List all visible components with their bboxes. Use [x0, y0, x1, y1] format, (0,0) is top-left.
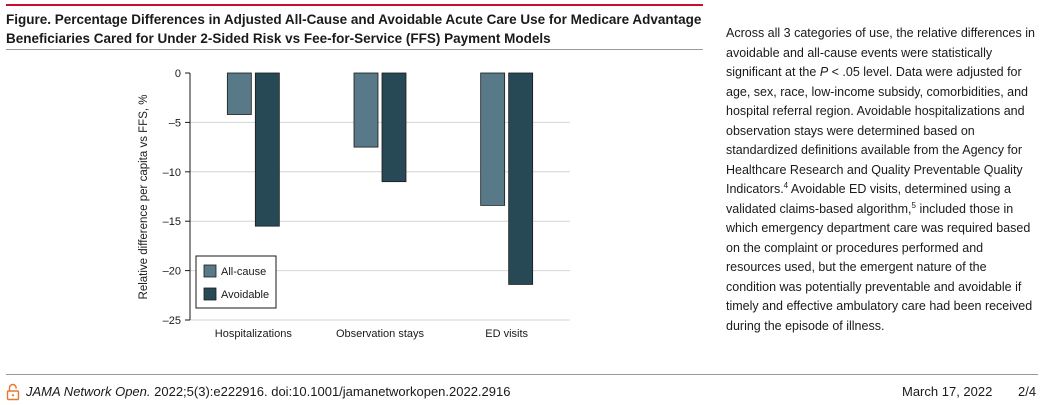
reference-4[interactable]: 4 — [783, 180, 789, 190]
y-tick-label: –15 — [163, 216, 181, 228]
y-axis-title: Relative difference per capita vs FFS, % — [138, 95, 150, 300]
bar-all-cause-1 — [353, 72, 379, 148]
figure-top-rule — [6, 4, 703, 6]
reference-5[interactable]: 5 — [911, 200, 916, 210]
figure-description: Across all 3 categories of use, the rela… — [726, 24, 1038, 336]
description-text-b: < .05 level. Data were adjusted for age,… — [726, 65, 1028, 196]
publication-date: March 17, 2022 — [902, 384, 993, 399]
figure-title: Figure. Percentage Differences in Adjust… — [6, 12, 702, 46]
footer: JAMA Network Open. 2022;5(3):e222916. do… — [6, 383, 1038, 403]
chart-legend: All-cause Avoidable — [195, 255, 277, 309]
legend-label-avoidable: Avoidable — [221, 289, 269, 301]
y-tick-label: –25 — [163, 315, 181, 327]
x-category-label: Observation stays — [336, 328, 425, 340]
chart-axes: 0 –5 –10 –15 –20 –25 Hospitalizations Observati… — [163, 68, 529, 340]
bar-avoidable-1 — [381, 72, 407, 183]
p-value-symbol: P — [819, 65, 829, 79]
legend-label-all-cause: All-cause — [221, 266, 266, 278]
bar-avoidable-2 — [508, 72, 534, 285]
citation: JAMA Network Open. 2022;5(3):e222916. do… — [26, 384, 510, 399]
y-tick-label: –10 — [163, 167, 181, 179]
y-tick-label: 0 — [175, 68, 181, 80]
description-text-c: Avoidable ED visits, determined using a … — [726, 182, 1011, 216]
description-text-a: Across all 3 categories of use, the rela… — [726, 26, 1035, 79]
page-number: 2/4 — [1018, 384, 1037, 399]
x-category-label: Hospitalizations — [215, 328, 293, 340]
bar-chart: 0 –5 –10 –15 –20 –25 Hospitalizations Observati… — [138, 68, 570, 340]
y-tick-label: –5 — [169, 117, 181, 129]
open-lock-icon — [6, 383, 20, 401]
legend-swatch-avoidable — [203, 287, 217, 301]
y-tick-label: –20 — [163, 266, 181, 278]
legend-swatch-all-cause — [203, 264, 217, 278]
bar-all-cause-0 — [226, 72, 252, 115]
citation-details: 2022;5(3):e222916. doi:10.1001/jamanetwo… — [150, 384, 511, 399]
bar-avoidable-0 — [254, 72, 280, 227]
journal-name: JAMA Network Open. — [26, 384, 151, 399]
bar-all-cause-2 — [480, 72, 506, 206]
figure-title-underline — [6, 49, 703, 50]
x-category-label: ED visits — [485, 328, 528, 340]
footer-rule — [6, 374, 1038, 375]
chart-bars — [226, 72, 534, 285]
description-text-d: included those in which emergency depart… — [726, 201, 1033, 333]
